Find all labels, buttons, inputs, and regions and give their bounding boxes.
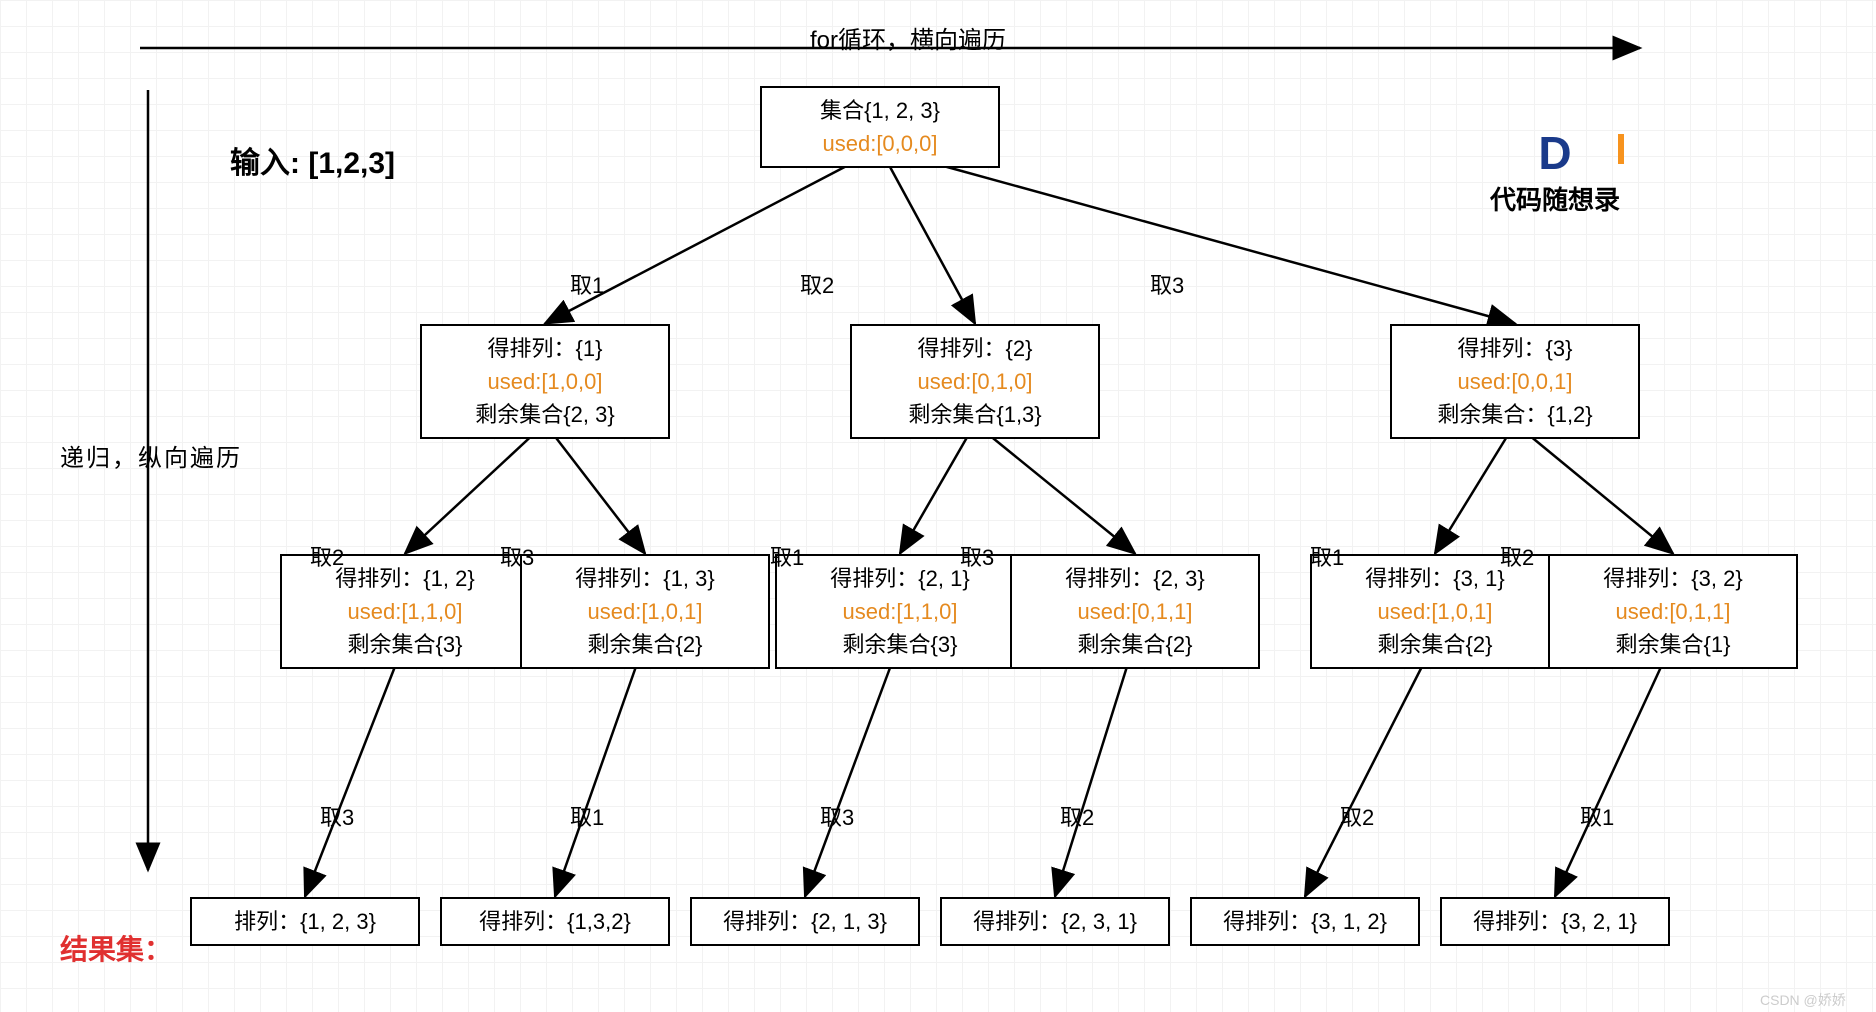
tree-node-n3: 得排列：{3}used:[0,0,1]剩余集合：{1,2} [1390,324,1640,439]
result-set-label: 结果集： [60,928,172,968]
edge-label: 取1 [570,268,604,300]
vertical-axis-label: 递归，纵向遍历 [60,438,242,473]
edge-label: 取2 [800,268,834,300]
brand-logo: D 代码随想录 [1490,130,1620,217]
edge-label: 取2 [1500,540,1534,572]
tree-node-n23: 得排列：{2, 3}used:[0,1,1]剩余集合{2} [1010,554,1260,669]
edge-label: 取2 [1060,800,1094,832]
edge-label: 取2 [1340,800,1374,832]
tree-node-n1: 得排列：{1}used:[1,0,0]剩余集合{2, 3} [420,324,670,439]
tree-node-r321: 得排列：{3, 2, 1} [1440,897,1670,946]
edge-label: 取3 [320,800,354,832]
horizontal-axis-label: for循环，横向遍历 [810,20,1006,55]
input-label: 输入: [1,2,3] [230,138,395,182]
tree-node-r312: 得排列：{3, 1, 2} [1190,897,1420,946]
tree-node-n32: 得排列：{3, 2}used:[0,1,1]剩余集合{1} [1548,554,1798,669]
brand-icon: D [1490,130,1620,176]
edge-label: 取3 [960,540,994,572]
tree-node-r231: 得排列：{2, 3, 1} [940,897,1170,946]
tree-node-n2: 得排列：{2}used:[0,1,0]剩余集合{1,3} [850,324,1100,439]
tree-node-r213: 得排列：{2, 1, 3} [690,897,920,946]
tree-node-root: 集合{1, 2, 3}used:[0,0,0] [760,86,1000,168]
tree-node-n13: 得排列：{1, 3}used:[1,0,1]剩余集合{2} [520,554,770,669]
edge-label: 取1 [1580,800,1614,832]
brand-text: 代码随想录 [1490,180,1620,217]
edge-label: 取3 [820,800,854,832]
edge-label: 取2 [310,540,344,572]
edge-label: 取3 [500,540,534,572]
edge-label: 取1 [770,540,804,572]
edge-label: 取1 [1310,540,1344,572]
watermark: CSDN @娇娇 [1760,990,1846,1010]
tree-node-r123: 排列：{1, 2, 3} [190,897,420,946]
edge-label: 取1 [570,800,604,832]
edge-label: 取3 [1150,268,1184,300]
diagram-canvas: for循环，横向遍历 递归，纵向遍历 输入: [1,2,3] 结果集： D 代码… [0,0,1876,1012]
tree-node-r132: 得排列：{1,3,2} [440,897,670,946]
